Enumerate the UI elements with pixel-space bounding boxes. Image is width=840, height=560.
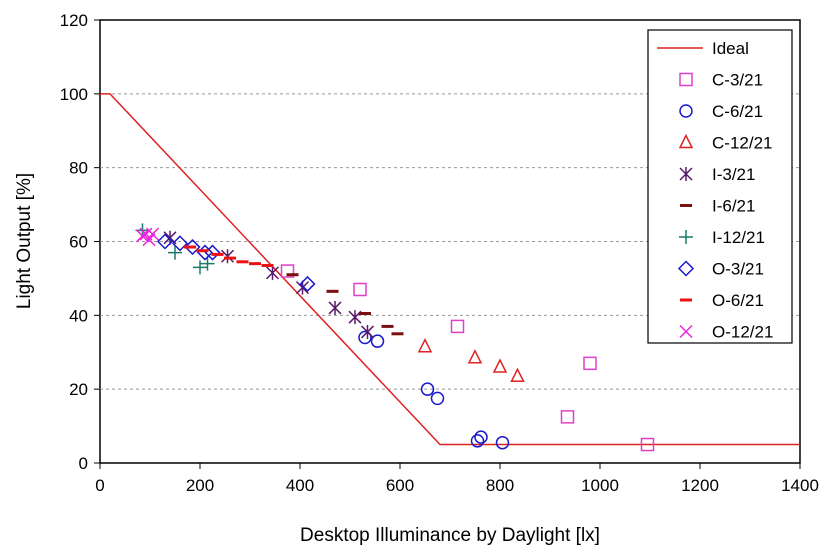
- data-point: [265, 265, 280, 280]
- data-point: [679, 104, 693, 118]
- data-point: [156, 233, 174, 250]
- legend-item: I-3/21: [679, 165, 755, 184]
- y-axis-ticks: 0 20 40 60 80 100 120: [60, 11, 100, 473]
- data-point: [640, 437, 655, 452]
- data-point: [560, 410, 575, 424]
- legend-item: O-3/21: [677, 260, 764, 279]
- legend-label: O-3/21: [712, 260, 764, 279]
- data-point: [358, 330, 372, 345]
- x-tick-label: 400: [286, 476, 314, 495]
- y-tick-label: 40: [69, 306, 88, 325]
- data-point: [679, 167, 693, 181]
- legend-item: Ideal: [657, 39, 749, 58]
- legend-item: O-6/21: [680, 291, 764, 310]
- data-point: [492, 358, 508, 373]
- data-point: [184, 238, 201, 256]
- legend-item: C-12/21: [678, 133, 772, 153]
- legend-label: O-12/21: [712, 323, 773, 342]
- data-point: [168, 245, 182, 260]
- data-point: [353, 282, 367, 297]
- data-point: [420, 382, 435, 396]
- data-point: [467, 349, 483, 364]
- y-tick-label: 120: [60, 11, 88, 30]
- x-tick-label: 800: [486, 476, 514, 495]
- series-8: [184, 245, 274, 267]
- y-tick-label: 0: [79, 454, 88, 473]
- data-point: [220, 249, 235, 264]
- data-point: [360, 324, 375, 339]
- x-axis-ticks: 0 200 400 600 800 1000 1200 1400: [95, 463, 819, 495]
- data-point: [679, 230, 693, 244]
- data-point: [280, 264, 295, 278]
- series-0: [100, 93, 800, 446]
- data-point: [145, 227, 160, 241]
- y-tick-label: 60: [69, 233, 88, 252]
- x-axis-title: Desktop Illuminance by Daylight [lx]: [300, 525, 600, 546]
- legend-label: O-6/21: [712, 291, 764, 310]
- data-point: [370, 334, 385, 348]
- y-tick-label: 100: [60, 85, 88, 104]
- x-tick-label: 0: [95, 476, 104, 495]
- y-tick-label: 80: [69, 159, 88, 178]
- data-point: [677, 260, 695, 277]
- legend-label: Ideal: [712, 39, 749, 58]
- data-point: [474, 430, 488, 444]
- legend-box: [647, 29, 793, 344]
- series-1: [280, 264, 655, 452]
- data-point: [678, 133, 694, 149]
- legend-item: O-12/21: [679, 323, 773, 342]
- x-tick-label: 1400: [781, 476, 819, 495]
- data-point: [299, 275, 316, 293]
- legend-label: I-3/21: [712, 165, 755, 184]
- data-point: [193, 260, 207, 275]
- legend-item: I-6/21: [680, 197, 755, 216]
- legend-label: C-6/21: [712, 102, 763, 121]
- series-4: [163, 230, 375, 339]
- x-tick-label: 1200: [681, 476, 719, 495]
- legend: Ideal C-3/21 C-6/21 C-12/21 I-3/21 I-6/21 I-12…: [647, 29, 793, 344]
- series-2: [358, 330, 510, 450]
- data-point: [679, 72, 693, 87]
- ideal-line: [100, 93, 800, 446]
- legend-item: C-6/21: [679, 102, 763, 121]
- data-point: [417, 338, 433, 353]
- legend-item: I-12/21: [679, 228, 765, 247]
- x-tick-label: 200: [186, 476, 214, 495]
- data-point: [328, 300, 342, 315]
- x-tick-label: 600: [386, 476, 414, 495]
- series-3: [417, 338, 525, 382]
- data-point: [200, 256, 215, 271]
- data-point: [583, 356, 597, 371]
- data-point: [171, 235, 189, 252]
- legend-label: I-6/21: [712, 197, 755, 216]
- legend-item: C-3/21: [679, 71, 763, 90]
- data-point: [450, 319, 465, 334]
- series-5: [286, 273, 404, 336]
- y-axis-title: Light Output [%]: [14, 173, 35, 309]
- data-point: [510, 367, 525, 382]
- x-tick-label: 1000: [581, 476, 619, 495]
- legend-label: C-12/21: [712, 134, 772, 153]
- series-9: [135, 227, 160, 247]
- data-point: [470, 434, 485, 448]
- data-point: [495, 435, 510, 450]
- series-7: [156, 233, 316, 293]
- legend-label: C-3/21: [712, 71, 763, 90]
- legend-label: I-12/21: [712, 228, 765, 247]
- y-tick-label: 20: [69, 380, 88, 399]
- data-point: [679, 324, 693, 339]
- data-series: [100, 93, 800, 452]
- data-point: [430, 391, 445, 406]
